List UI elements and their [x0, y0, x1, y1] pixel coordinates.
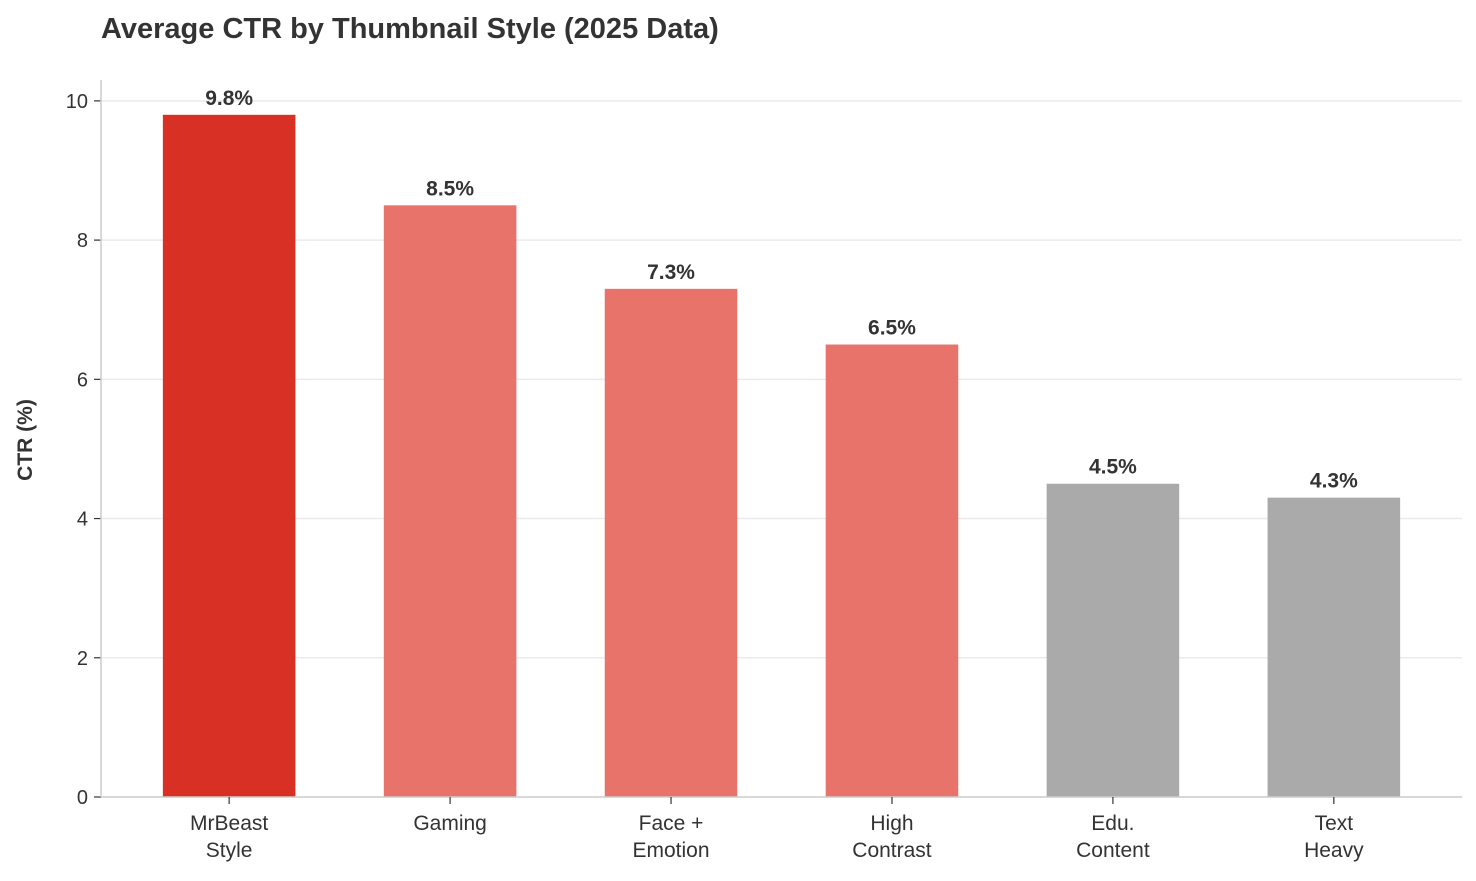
- x-tick-label: Text: [1315, 812, 1354, 835]
- y-tick-label: 10: [66, 91, 88, 113]
- data-label: 7.3%: [647, 261, 695, 284]
- y-tick-label: 8: [77, 230, 88, 252]
- data-label: 9.8%: [205, 87, 253, 110]
- bar: [604, 288, 738, 797]
- bar: [1267, 497, 1401, 797]
- x-tick-label: Face +: [639, 812, 704, 835]
- bar: [162, 114, 296, 797]
- x-tick-label: Edu.: [1091, 812, 1134, 835]
- axes: 0 2 4 6 8 10 MrBeast Style Gaming Face + Emotion Hi…: [66, 80, 1462, 862]
- chart-title: Average CTR by Thumbnail Style (2025 Dat…: [101, 13, 719, 45]
- x-tick-label: Heavy: [1304, 839, 1364, 862]
- bar: [383, 205, 517, 797]
- y-axis-label: CTR (%): [14, 399, 37, 481]
- x-tick-label: Emotion: [633, 839, 710, 862]
- y-tick-label: 0: [77, 787, 88, 809]
- y-tick-label: 2: [77, 648, 88, 670]
- x-tick-label: High: [870, 812, 913, 835]
- y-tick-label: 4: [77, 509, 88, 531]
- x-tick-label: Content: [1076, 839, 1150, 862]
- data-label: 6.5%: [868, 317, 916, 340]
- data-label: 8.5%: [426, 177, 474, 200]
- data-label: 4.3%: [1310, 470, 1358, 493]
- x-tick-label: Gaming: [413, 812, 487, 835]
- gridlines: [101, 100, 1462, 659]
- bar: [825, 344, 959, 797]
- x-tick-label: Contrast: [852, 839, 932, 862]
- x-tick-label: MrBeast: [190, 812, 268, 835]
- y-tick-label: 6: [77, 369, 88, 391]
- bars: 9.8% 8.5% 7.3% 6.5% 4.5% 4.3%: [162, 87, 1401, 797]
- data-label: 4.5%: [1089, 456, 1137, 479]
- bar: [1046, 483, 1180, 797]
- x-tick-label: Style: [206, 839, 253, 862]
